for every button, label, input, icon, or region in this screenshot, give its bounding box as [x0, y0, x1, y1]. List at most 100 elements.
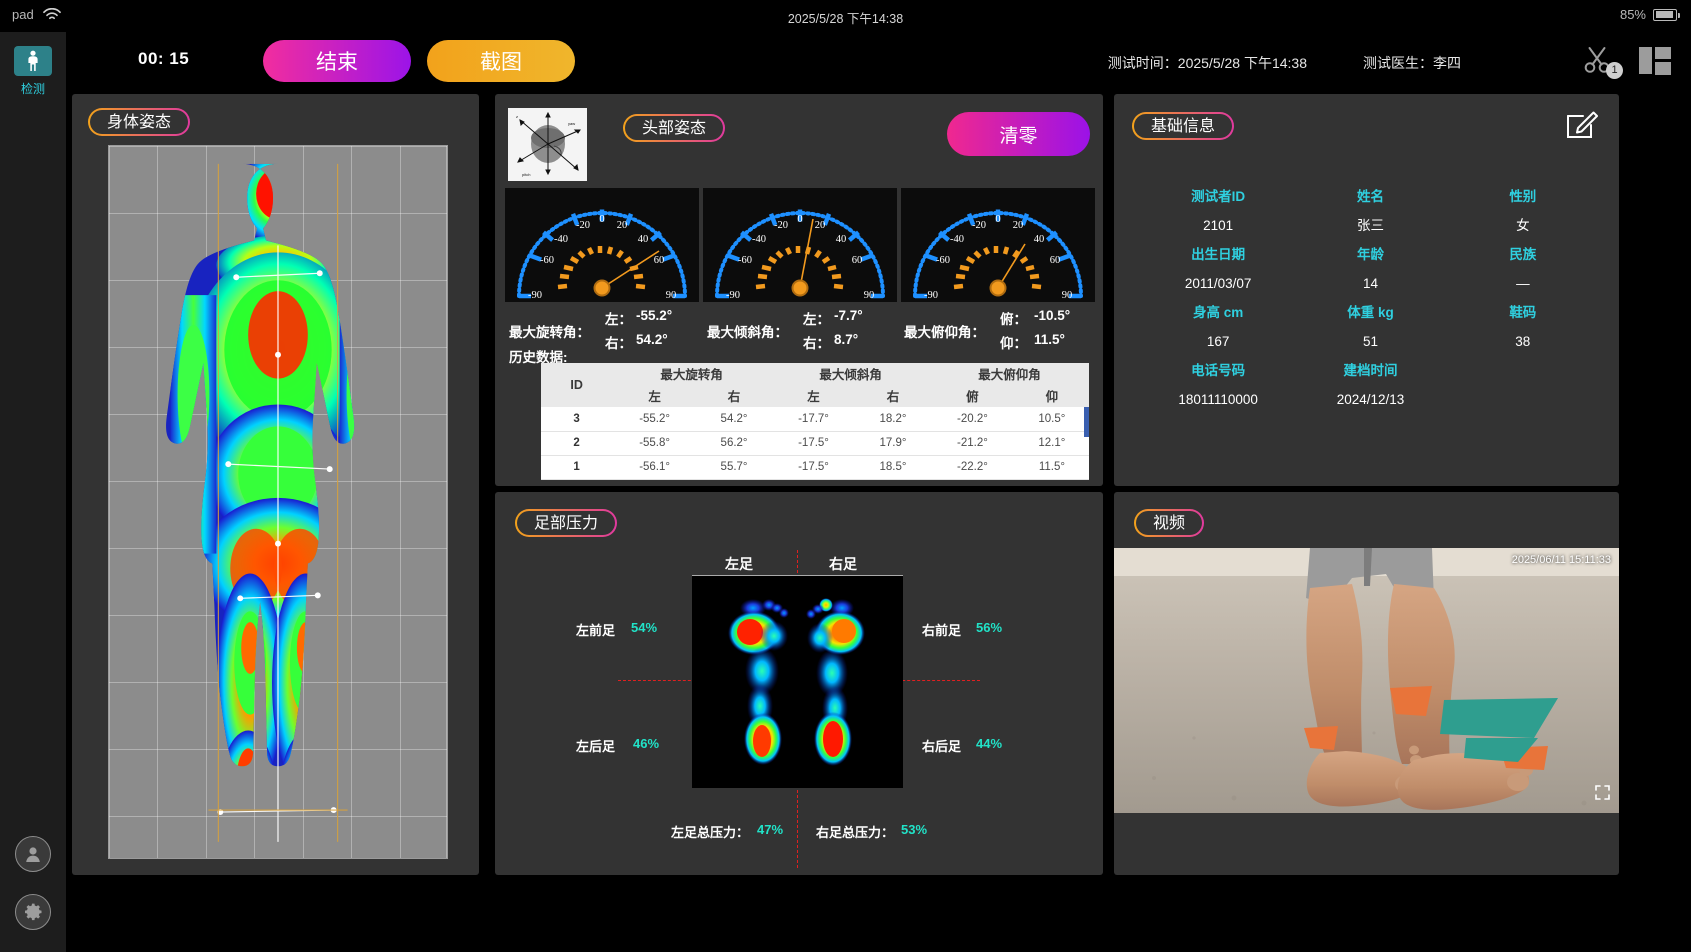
- video-title: 视频: [1134, 509, 1204, 537]
- row-id: 3: [541, 407, 613, 432]
- info-key-cell: 姓名: [1294, 184, 1446, 212]
- sidebar-item-label: 检测: [20, 82, 45, 96]
- history-sub-tilt-left: 左: [771, 384, 856, 407]
- history-colgroup-pitch: 最大俯仰角: [930, 363, 1089, 384]
- table-row[interactable]: 2 -55.8° 56.2° -17.5° 17.9° -21.2° 12.1°: [541, 431, 1089, 456]
- info-label: 鞋码: [1509, 305, 1537, 320]
- screenshot-button[interactable]: 截图: [427, 40, 575, 82]
- gear-icon[interactable]: [15, 894, 51, 930]
- info-key-cell: [1447, 358, 1599, 386]
- history-sub-pitch-down: 俯: [930, 384, 1015, 407]
- status-clock: 2025/5/28 下午14:38: [787, 12, 904, 26]
- info-key-cell: 鞋码: [1447, 300, 1599, 328]
- info-value-cell: 2011/03/07: [1142, 270, 1294, 300]
- basic-info-panel: 基础信息 测试者ID 姓名 性别 2101 张三 女 出生日期 年龄 民族 20…: [1114, 94, 1619, 486]
- foot-pressure-heatmap[interactable]: [692, 575, 903, 788]
- table-row[interactable]: 1 -56.1° 55.7° -17.5° 18.5° -22.2° 11.5°: [541, 455, 1089, 480]
- info-value: 张三: [1356, 218, 1384, 233]
- info-value-cell: 14: [1294, 270, 1446, 300]
- video-feed[interactable]: 2025/06/11 15:11:33: [1114, 548, 1619, 813]
- sidebar-item-detection[interactable]: 检测: [0, 46, 66, 97]
- foot-pressure-panel: 足部压力 左足 右足: [495, 492, 1103, 875]
- info-value-cell: 51: [1294, 328, 1446, 358]
- left-total-pressure-value: 47%: [757, 822, 784, 837]
- svg-text:20: 20: [815, 220, 826, 231]
- body-posture-title: 身体姿态: [88, 108, 190, 136]
- row-pitch-down: -20.2°: [930, 407, 1015, 432]
- info-value: 2011/03/07: [1184, 276, 1252, 291]
- svg-text:pitch: pitch: [522, 172, 530, 177]
- history-data-title: 历史数据:: [509, 350, 568, 365]
- svg-text:-40: -40: [554, 234, 568, 245]
- row-pitch-up: 10.5°: [1014, 407, 1089, 432]
- basic-info-grid: 测试者ID 姓名 性别 2101 张三 女 出生日期 年龄 民族 2011/03…: [1142, 184, 1599, 416]
- info-label: 测试者ID: [1191, 189, 1246, 204]
- end-button[interactable]: 结束: [263, 40, 411, 82]
- clear-button[interactable]: 清零: [947, 112, 1090, 156]
- tilt-left-value: -7.7°: [834, 308, 863, 323]
- info-value: 2101: [1203, 218, 1234, 233]
- row-tilt-left: -17.5°: [771, 455, 856, 480]
- left-forefoot-value: 54%: [631, 620, 658, 635]
- row-id: 2: [541, 431, 613, 456]
- info-key-cell: 年龄: [1294, 242, 1446, 270]
- info-value-cell: 张三: [1294, 212, 1446, 242]
- info-value-cell: 18011110000: [1142, 386, 1294, 416]
- test-time-label: 测试时间：2025/5/28 下午14:38: [1107, 55, 1307, 71]
- rotation-left-value: -55.2°: [636, 308, 673, 323]
- row-rot-left: -55.8°: [612, 431, 697, 456]
- user-icon[interactable]: [15, 836, 51, 872]
- info-label: 身高 cm: [1193, 305, 1244, 320]
- tilt-gauge: -90 -60 -40 -20 0 20 40 60 90: [703, 188, 897, 302]
- svg-text:0: 0: [797, 214, 802, 225]
- info-value: 女: [1516, 218, 1530, 233]
- history-col-id: ID: [541, 363, 613, 407]
- row-rot-right: 55.7°: [696, 455, 772, 480]
- info-label: 民族: [1509, 247, 1537, 262]
- history-table-scrollbar[interactable]: [1084, 407, 1089, 437]
- info-value-cell: 2024/12/13: [1294, 386, 1446, 416]
- row-pitch-up: 12.1°: [1014, 431, 1089, 456]
- info-label: 建档时间: [1343, 363, 1398, 378]
- scissors-icon[interactable]: 1: [1583, 46, 1623, 79]
- svg-text:20: 20: [1013, 220, 1024, 231]
- head-posture-title: 头部姿态: [623, 114, 725, 142]
- svg-text:20: 20: [617, 220, 628, 231]
- rotation-metric-label: 最大旋转角：: [509, 325, 590, 340]
- info-value: 2024/12/13: [1336, 392, 1405, 407]
- info-value-cell: [1447, 386, 1599, 416]
- info-value: 14: [1362, 276, 1378, 291]
- body-posture-thermal-image[interactable]: [108, 145, 448, 859]
- fullscreen-icon[interactable]: [1595, 785, 1610, 805]
- layout-grid-icon[interactable]: [1639, 47, 1671, 75]
- info-key-cell: 出生日期: [1142, 242, 1294, 270]
- info-value-cell: —: [1447, 270, 1599, 300]
- table-row[interactable]: 3 -55.2° 54.2° -17.7° 18.2° -20.2° 10.5°: [541, 407, 1089, 432]
- row-tilt-right: 18.5°: [855, 455, 931, 480]
- rotation-right-value: 54.2°: [636, 332, 668, 347]
- body-scan-icon: [14, 46, 52, 76]
- row-pitch-down: -22.2°: [930, 455, 1015, 480]
- svg-text:40: 40: [1034, 234, 1045, 245]
- history-sub-rot-right: 右: [696, 384, 772, 407]
- info-key-cell: 体重 kg: [1294, 300, 1446, 328]
- pitch-metric-label: 最大俯仰角：: [904, 325, 985, 340]
- info-value: 167: [1206, 334, 1230, 349]
- right-total-pressure-value: 53%: [901, 822, 928, 837]
- history-data-table[interactable]: ID 最大旋转角 最大倾斜角 最大俯仰角 左 右 左 右 俯 仰: [541, 363, 1089, 480]
- svg-text:-20: -20: [972, 220, 986, 231]
- svg-text:z: z: [516, 114, 518, 119]
- row-tilt-left: -17.5°: [771, 431, 856, 456]
- info-label: 体重 kg: [1347, 305, 1394, 320]
- info-value-cell: 2101: [1142, 212, 1294, 242]
- svg-text:60: 60: [852, 255, 863, 266]
- right-forefoot-value: 56%: [976, 620, 1003, 635]
- thermal-body-silhouette: [166, 163, 355, 842]
- row-pitch-down: -21.2°: [930, 431, 1015, 456]
- left-total-pressure-label: 左足总压力：: [671, 825, 750, 840]
- svg-text:0: 0: [995, 214, 1000, 225]
- row-id: 1: [541, 455, 613, 480]
- info-value-cell: 38: [1447, 328, 1599, 358]
- edit-pencil-icon[interactable]: [1565, 108, 1599, 145]
- history-colgroup-tilt: 最大倾斜角: [771, 363, 931, 384]
